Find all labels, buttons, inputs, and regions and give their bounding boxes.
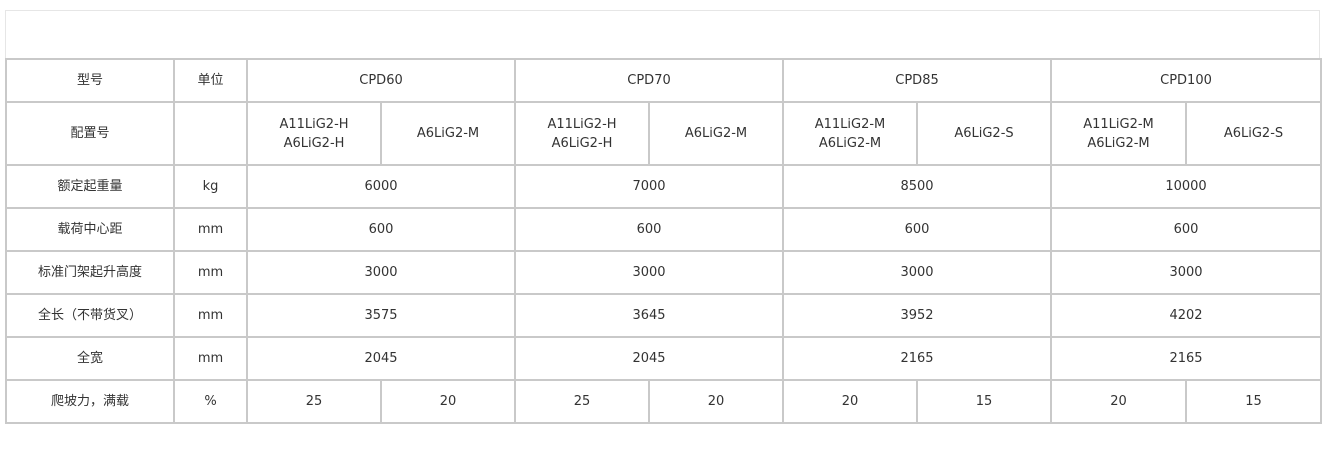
config-cell: A6LiG2-S	[1185, 101, 1322, 166]
value-cell: 20	[648, 379, 784, 424]
table-row: 额定起重量 kg 6000 7000 8500 10000	[5, 164, 1322, 209]
value-cell: 25	[246, 379, 382, 424]
unit-header: 单位	[173, 58, 248, 103]
value-cell: 20	[1050, 379, 1187, 424]
row-label: 爬坡力，满载	[5, 379, 175, 424]
table-title-row	[5, 10, 1320, 58]
value-cell: 7000	[514, 164, 784, 209]
config-code: A6LiG2-M	[416, 126, 480, 141]
table-row: 标准门架起升高度 mm 3000 3000 3000 3000	[5, 250, 1322, 295]
config-cell: A6LiG2-M	[648, 101, 784, 166]
value-cell: 3000	[514, 250, 784, 295]
config-code: A6LiG2-S	[954, 126, 1014, 141]
config-code: A11LiG2-H	[547, 116, 617, 132]
config-code: A6LiG2-M	[818, 135, 882, 151]
model-header: CPD85	[782, 58, 1052, 103]
row-label: 配置号	[5, 101, 175, 166]
value-cell: 8500	[782, 164, 1052, 209]
row-label: 标准门架起升高度	[5, 250, 175, 295]
value-cell: 3645	[514, 293, 784, 338]
row-label: 额定起重量	[5, 164, 175, 209]
row-label: 全宽	[5, 336, 175, 381]
row-label: 全长（不带货叉）	[5, 293, 175, 338]
value-cell: 3952	[782, 293, 1052, 338]
value-cell: 2045	[246, 336, 516, 381]
row-label: 载荷中心距	[5, 207, 175, 252]
config-code: A11LiG2-M	[814, 116, 886, 132]
table-row-config: 配置号 A11LiG2-H A6LiG2-H A6LiG2-M A11LiG2-H A6L…	[5, 101, 1322, 166]
row-unit: mm	[173, 207, 248, 252]
value-cell: 2165	[1050, 336, 1322, 381]
config-code: A6LiG2-M	[1087, 135, 1150, 151]
config-cell: A6LiG2-M	[380, 101, 516, 166]
value-cell: 3000	[246, 250, 516, 295]
value-cell: 6000	[246, 164, 516, 209]
config-cell: A11LiG2-M A6LiG2-M	[1050, 101, 1187, 166]
row-unit: mm	[173, 336, 248, 381]
value-cell: 600	[1050, 207, 1322, 252]
row-unit	[173, 101, 248, 166]
row-unit: %	[173, 379, 248, 424]
table-row: 全宽 mm 2045 2045 2165 2165	[5, 336, 1322, 381]
config-code: A6LiG2-M	[684, 126, 748, 141]
value-cell: 15	[916, 379, 1052, 424]
value-cell: 20	[380, 379, 516, 424]
config-cell: A11LiG2-H A6LiG2-H	[246, 101, 382, 166]
value-cell: 3000	[1050, 250, 1322, 295]
config-cell: A11LiG2-M A6LiG2-M	[782, 101, 918, 166]
table-row-model: 型号 单位 CPD60 CPD70 CPD85 CPD100	[5, 58, 1322, 103]
config-code: A11LiG2-H	[279, 116, 349, 132]
table-row: 全长（不带货叉） mm 3575 3645 3952 4202	[5, 293, 1322, 338]
model-header: CPD100	[1050, 58, 1322, 103]
config-cell: A11LiG2-H A6LiG2-H	[514, 101, 650, 166]
value-cell: 600	[246, 207, 516, 252]
model-header: CPD70	[514, 58, 784, 103]
model-header: CPD60	[246, 58, 516, 103]
row-unit: mm	[173, 250, 248, 295]
value-cell: 25	[514, 379, 650, 424]
config-code: A6LiG2-S	[1223, 126, 1284, 141]
value-cell: 4202	[1050, 293, 1322, 338]
config-code: A11LiG2-M	[1083, 116, 1154, 132]
value-cell: 600	[782, 207, 1052, 252]
value-cell: 2045	[514, 336, 784, 381]
row-unit: mm	[173, 293, 248, 338]
config-cell: A6LiG2-S	[916, 101, 1052, 166]
value-cell: 2165	[782, 336, 1052, 381]
spec-table-container: 型号 单位 CPD60 CPD70 CPD85 CPD100 配置号 A11LiG2-H A6L…	[5, 10, 1322, 424]
table-row: 载荷中心距 mm 600 600 600 600	[5, 207, 1322, 252]
config-code: A6LiG2-H	[551, 135, 613, 151]
row-unit: kg	[173, 164, 248, 209]
value-cell: 15	[1185, 379, 1322, 424]
config-code: A6LiG2-H	[283, 135, 345, 151]
value-cell: 3000	[782, 250, 1052, 295]
value-cell: 3575	[246, 293, 516, 338]
row-label: 型号	[5, 58, 175, 103]
value-cell: 600	[514, 207, 784, 252]
value-cell: 10000	[1050, 164, 1322, 209]
table-row: 爬坡力，满载% 25 20 25 20 20 15 20 15	[5, 379, 1322, 424]
spec-table: 型号 单位 CPD60 CPD70 CPD85 CPD100 配置号 A11LiG2-H A6L…	[5, 58, 1322, 424]
value-cell: 20	[782, 379, 918, 424]
